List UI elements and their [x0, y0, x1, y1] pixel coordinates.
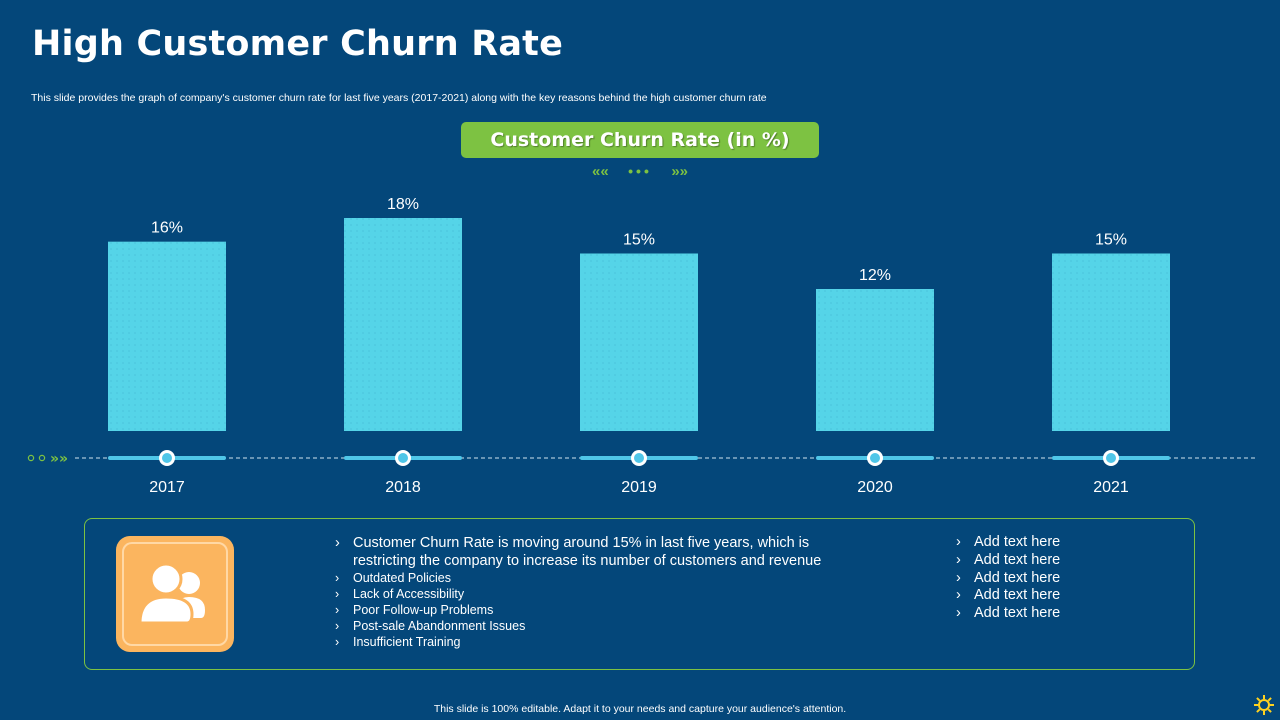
dots-icon: ••• [628, 163, 652, 179]
reasons-panel [84, 518, 1195, 670]
gear-icon[interactable] [1253, 694, 1275, 716]
footer-note: This slide is 100% editable. Adapt it to… [433, 703, 847, 715]
timeline-node-inner [1106, 453, 1116, 463]
reason-item: Lack of Accessibility [333, 586, 853, 602]
add-text-list: Add text hereAdd text hereAdd text hereA… [954, 534, 1154, 623]
bar-texture [1052, 253, 1170, 431]
bar-texture [816, 289, 934, 431]
reasons-list: Customer Churn Rate is moving around 15%… [333, 534, 853, 650]
x-tick-label: 2017 [149, 479, 185, 496]
add-text-item: Add text here [954, 605, 1154, 623]
decorative-arrows: «« ••• »» [592, 162, 688, 180]
page-subtitle: This slide provides the graph of company… [31, 92, 767, 104]
users-icon [138, 562, 205, 625]
timeline-arrows-icon: »» [50, 451, 68, 467]
add-text-item: Add text here [954, 534, 1154, 552]
data-label: 18% [387, 196, 419, 213]
page-title: High Customer Churn Rate [32, 24, 564, 64]
bar-texture [580, 253, 698, 431]
data-label: 12% [859, 267, 891, 284]
x-tick-label: 2019 [621, 479, 657, 496]
chart-title: Customer Churn Rate (in %) [490, 129, 790, 151]
data-label: 16% [151, 220, 183, 237]
timeline-node-inner [870, 453, 880, 463]
timeline-node-inner [634, 453, 644, 463]
timeline-node-inner [162, 453, 172, 463]
data-label: 15% [623, 232, 655, 249]
reason-item: Post-sale Abandonment Issues [333, 618, 853, 634]
reason-summary: Customer Churn Rate is moving around 15%… [333, 534, 853, 570]
double-chevron-right-icon: »» [671, 162, 688, 180]
timeline-dot-icon [27, 454, 35, 462]
add-text-item: Add text here [954, 552, 1154, 570]
x-tick-label: 2021 [1093, 479, 1129, 496]
reason-item: Insufficient Training [333, 634, 853, 650]
data-label: 15% [1095, 232, 1127, 249]
users-icon-tile [116, 536, 234, 652]
timeline-node-inner [398, 453, 408, 463]
reason-item: Poor Follow-up Problems [333, 602, 853, 618]
chart-title-badge: Customer Churn Rate (in %) [461, 122, 819, 158]
x-tick-label: 2020 [857, 479, 893, 496]
add-text-item: Add text here [954, 570, 1154, 588]
add-text-item: Add text here [954, 587, 1154, 605]
bar-texture [344, 218, 462, 431]
double-chevron-left-icon: «« [592, 162, 609, 180]
reason-item: Outdated Policies [333, 570, 853, 586]
x-tick-label: 2018 [385, 479, 421, 496]
timeline-dot-icon [38, 454, 46, 462]
churn-rate-bar-chart: 16% 18% 15% 12% 15% »» 2017 2018 2019 2020 2021 [27, 196, 1256, 496]
bar-texture [108, 241, 226, 431]
